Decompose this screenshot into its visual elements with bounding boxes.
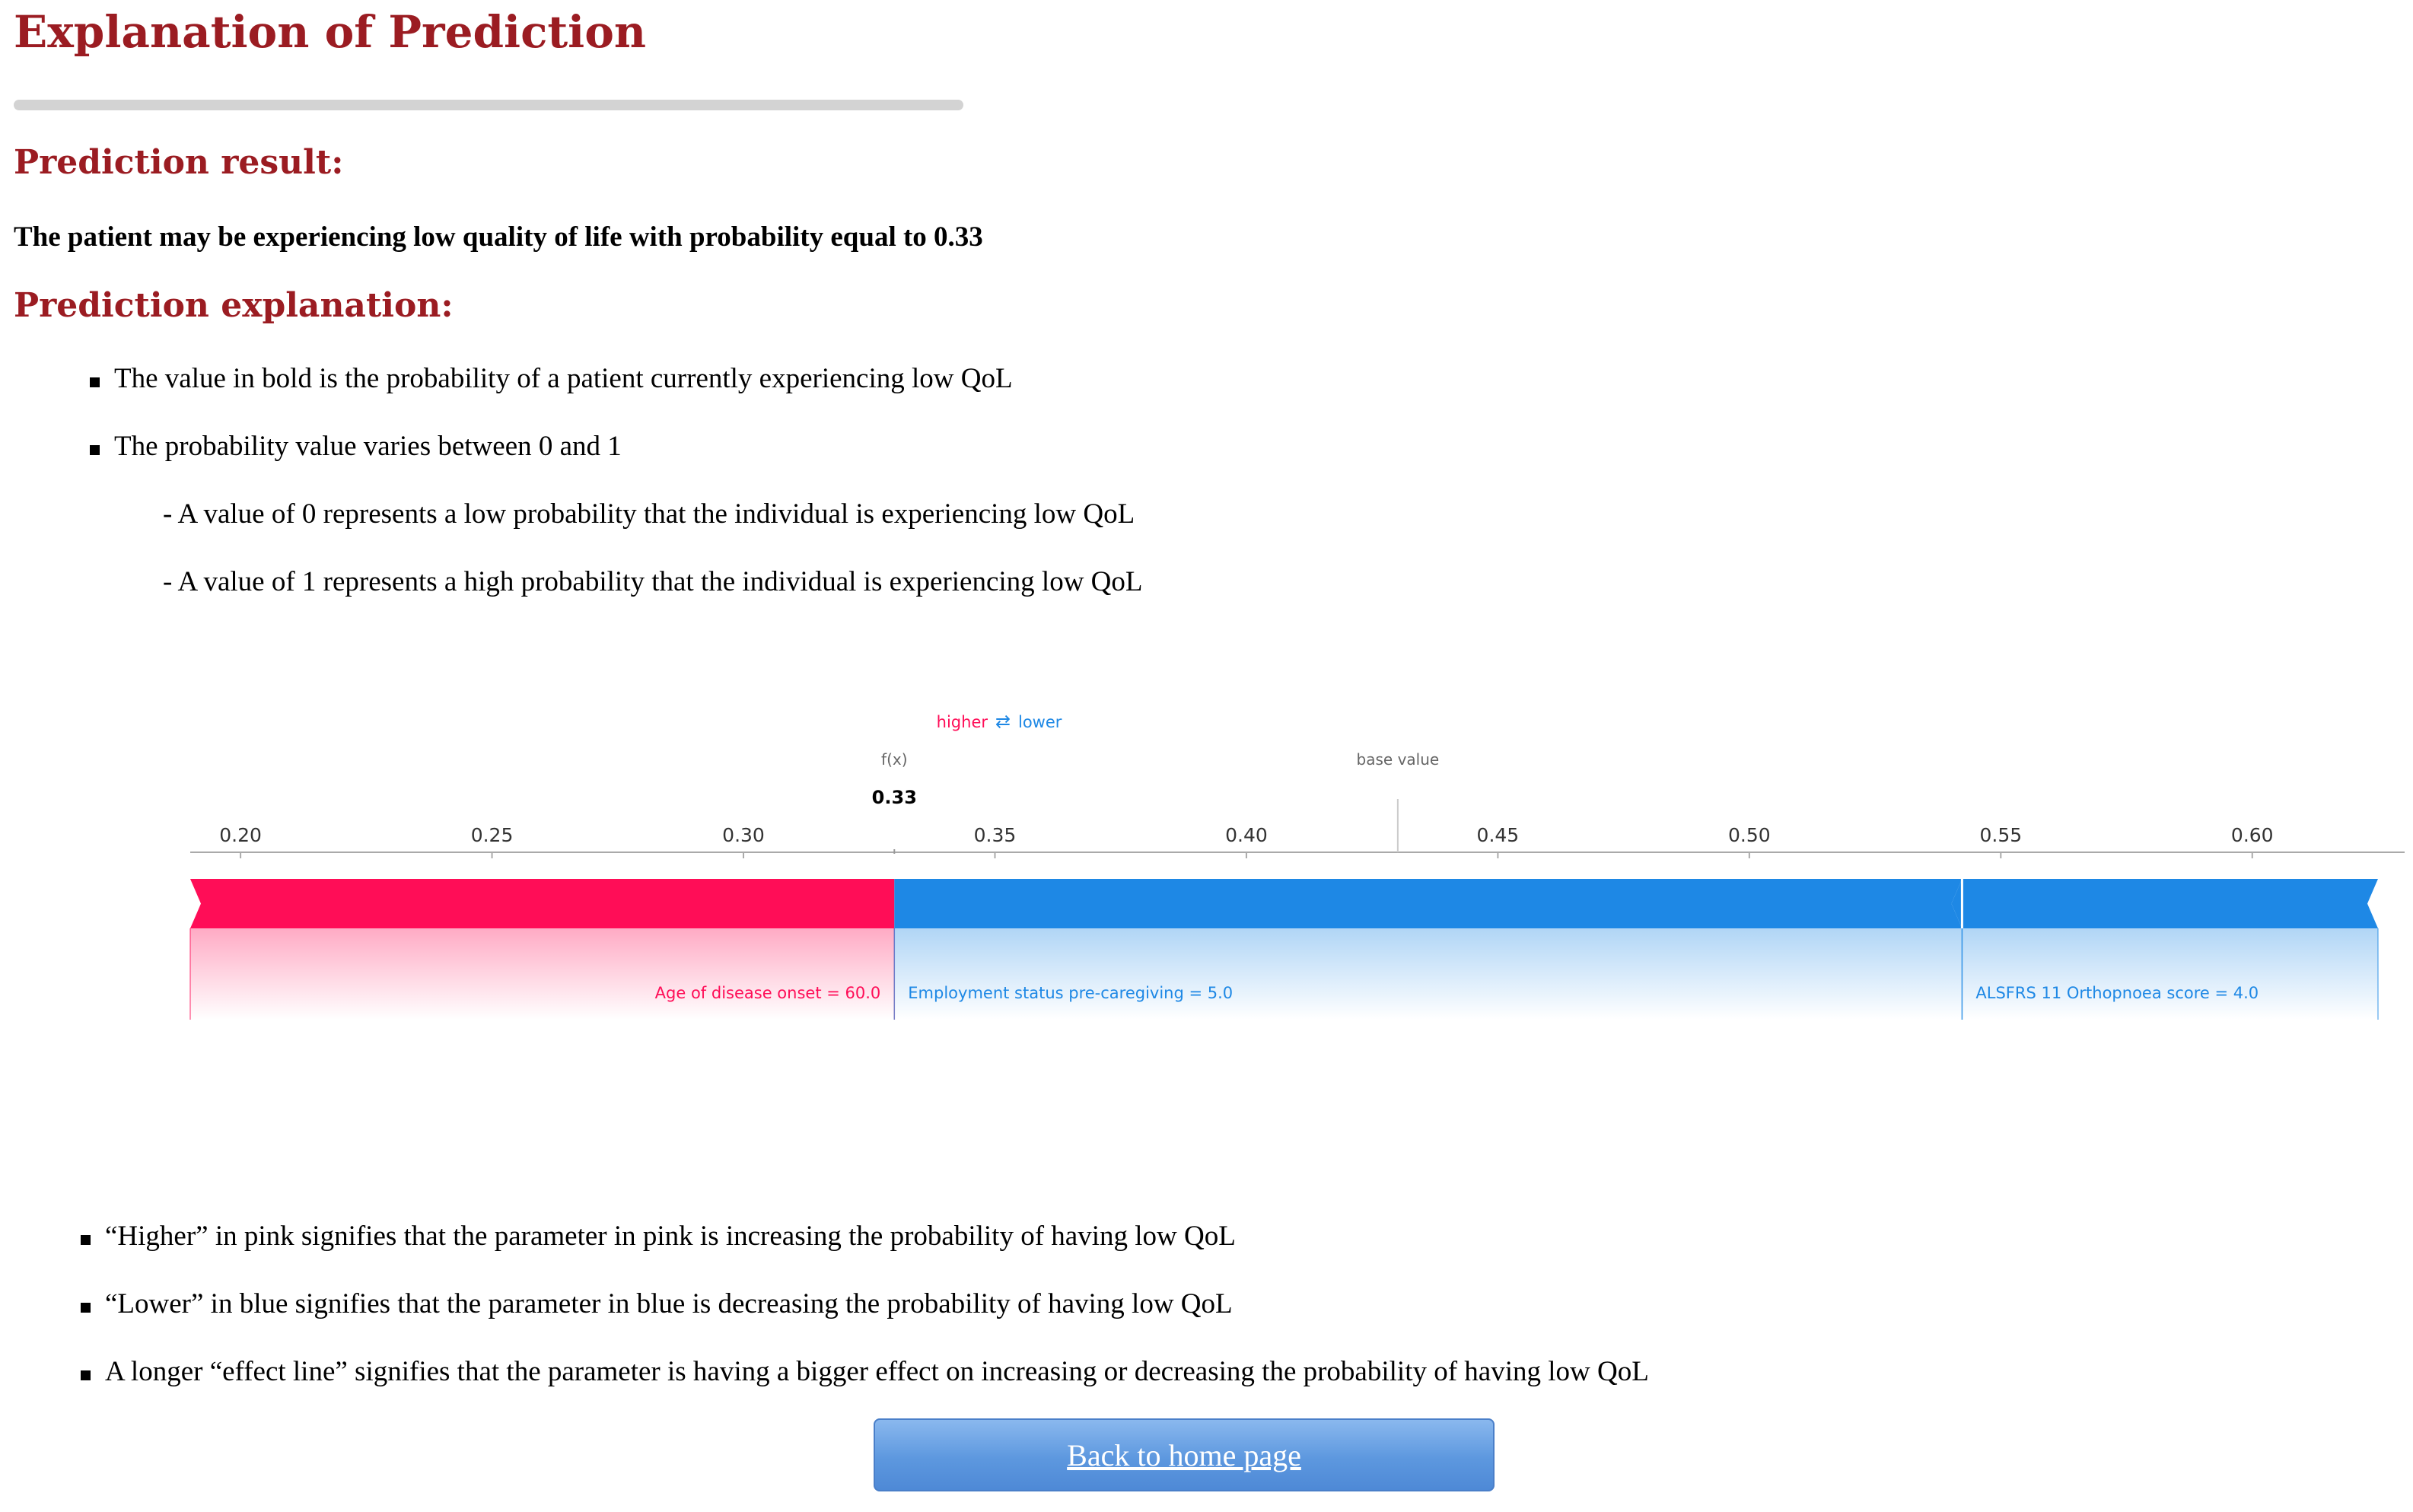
feature-fill: [894, 928, 1963, 1020]
legend-note-higher: “Higher” in pink signifies that the para…: [105, 1221, 1236, 1252]
result-heading: Prediction result:: [14, 143, 344, 182]
feature-label: Age of disease onset = 60.0: [655, 984, 881, 1002]
x-axis: 0.20 0.25 0.30 0.35 0.40 0.45 0.50 0.55 0.60: [190, 799, 2405, 858]
x-tick-label: 0.50: [1728, 824, 1771, 846]
legend-note-lower: “Lower” in blue signifies that the param…: [105, 1288, 1233, 1319]
x-tick-label: 0.60: [2231, 824, 2274, 846]
sub-item-value-one: - A value of 1 represents a high probabi…: [163, 566, 1143, 597]
bullet-icon: [81, 1303, 91, 1313]
legend-lower-label: lower: [1018, 713, 1062, 731]
fx-label: f(x): [881, 750, 907, 769]
fx-value: 0.33: [872, 787, 917, 808]
x-tick-label: 0.35: [974, 824, 1017, 846]
x-tick-label: 0.40: [1225, 824, 1268, 846]
bullet-icon: [81, 1370, 91, 1380]
legend-higher-label: higher: [937, 713, 988, 731]
swap-arrows-icon: ⇄: [995, 711, 1011, 732]
x-tick-label: 0.55: [1979, 824, 2022, 846]
bullet-icon: [90, 377, 100, 387]
x-tick-label: 0.30: [722, 824, 765, 846]
explanation-bullet-range: The probability value varies between 0 a…: [114, 431, 622, 462]
base-value-label: base value: [1357, 750, 1440, 769]
back-to-home-label: Back to home page: [1067, 1437, 1301, 1472]
feature-fill: [190, 928, 895, 1020]
sub-item-value-zero: - A value of 0 represents a low probabil…: [163, 498, 1135, 530]
feature-bar-segment: [1951, 879, 2378, 928]
feature-label: Employment status pre-caregiving = 5.0: [908, 984, 1233, 1002]
page-title: Explanation of Prediction: [14, 6, 647, 58]
title-divider: [14, 100, 963, 110]
bullet-icon: [90, 445, 100, 455]
prediction-result-text: The patient may be experiencing low qual…: [14, 221, 983, 253]
back-to-home-button[interactable]: Back to home page: [874, 1418, 1495, 1491]
feature-bar-segment: [190, 879, 895, 928]
feature-label: ALSFRS 11 Orthopnoea score = 4.0: [1975, 984, 2259, 1002]
feature-bar-segment: [894, 879, 1963, 928]
explanation-heading: Prediction explanation:: [14, 286, 454, 325]
shap-force-plot: higher ⇄ lower f(x) 0.33 base value 0.20…: [189, 711, 2405, 1020]
x-tick-label: 0.25: [471, 824, 514, 846]
x-tick-label: 0.20: [219, 824, 262, 846]
x-tick-label: 0.45: [1477, 824, 1520, 846]
bullet-icon: [81, 1235, 91, 1245]
legend-note-effect-line: A longer “effect line” signifies that th…: [105, 1356, 1649, 1387]
feature-fill: [1962, 928, 2378, 1020]
explanation-bullet-bold-value: The value in bold is the probability of …: [114, 363, 1013, 394]
